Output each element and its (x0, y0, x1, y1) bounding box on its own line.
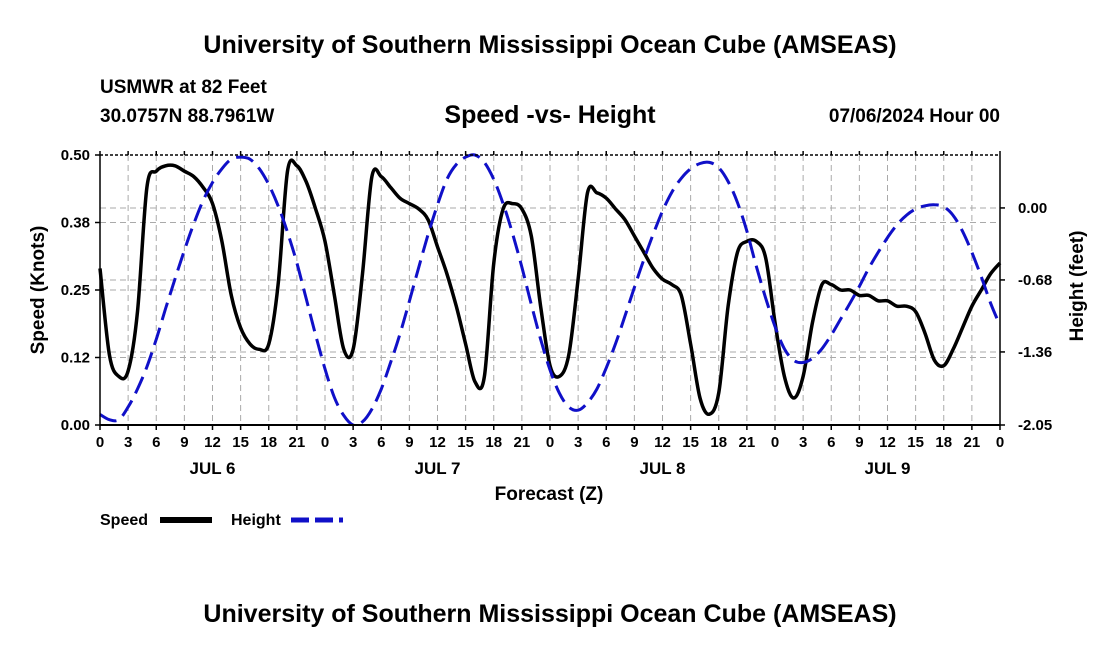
station-coordinates: 30.0757N 88.7961W (100, 106, 275, 127)
x-tick-label: 0 (96, 434, 104, 451)
footer-title: University of Southern Mississippi Ocean… (203, 600, 897, 628)
x-tick-label: 3 (799, 434, 807, 451)
x-tick-label: 12 (879, 434, 896, 451)
x-tick-label: 0 (321, 434, 329, 451)
speed-series-line (98, 158, 1002, 416)
y-tick-label: 0.25 (61, 282, 90, 299)
forecast-datetime: 07/06/2024 Hour 00 (828, 106, 1000, 127)
x-tick-label: 18 (485, 434, 502, 451)
chart-series (98, 153, 1002, 427)
x-tick-label: 0 (546, 434, 554, 451)
station-label: USMWR at 82 Feet (100, 77, 267, 98)
y-tick-label: 0.00 (61, 417, 90, 434)
x-tick-label: 6 (602, 434, 610, 451)
x-tick-label: 18 (260, 434, 277, 451)
x-tick-label: 9 (405, 434, 413, 451)
x-tick-label: 0 (996, 434, 1004, 451)
y-tick-label: 0.12 (61, 350, 90, 367)
x-tick-label: 0 (771, 434, 779, 451)
x-tick-label: 21 (739, 434, 756, 451)
x-tick-label: 15 (457, 434, 474, 451)
x-tick-label: 15 (232, 434, 249, 451)
x-tick-label: 6 (152, 434, 160, 451)
chart-legend: Speed Height (100, 512, 343, 529)
day-label: JUL 9 (865, 459, 911, 478)
x-tick-label: 9 (855, 434, 863, 451)
x-tick-label: 6 (377, 434, 385, 451)
y-axis-title: Speed (Knots) (28, 226, 49, 355)
y2-tick-label: -2.05 (1018, 417, 1052, 434)
x-tick-label: 21 (964, 434, 981, 451)
x-tick-label: 18 (935, 434, 952, 451)
y2-tick-label: 0.00 (1018, 200, 1047, 217)
day-label: JUL 8 (640, 459, 686, 478)
x-tick-label: 9 (630, 434, 638, 451)
height-series-line (99, 153, 1002, 427)
x-tick-label: 12 (429, 434, 446, 451)
y2-tick-label: -1.36 (1018, 344, 1052, 361)
chart-axes: Forecast (Z) Speed (Knots) Height (feet)… (28, 147, 1088, 505)
x-tick-label: 18 (710, 434, 727, 451)
x-tick-label: 15 (682, 434, 699, 451)
x-tick-label: 21 (514, 434, 531, 451)
chart-main-title: University of Southern Mississippi Ocean… (203, 31, 897, 59)
legend-speed-label: Speed (100, 512, 148, 529)
x-axis-title: Forecast (Z) (495, 484, 604, 505)
x-tick-label: 9 (180, 434, 188, 451)
y2-axis-title: Height (feet) (1067, 231, 1088, 342)
day-label: JUL 6 (190, 459, 236, 478)
chart-grid (100, 155, 1000, 426)
y-tick-label: 0.38 (61, 215, 90, 232)
x-tick-label: 3 (349, 434, 357, 451)
x-tick-label: 3 (574, 434, 582, 451)
x-tick-label: 3 (124, 434, 132, 451)
legend-height-label: Height (231, 512, 281, 529)
y-tick-label: 0.50 (61, 147, 90, 164)
chart-subtitle: Speed -vs- Height (444, 101, 656, 129)
x-tick-label: 15 (907, 434, 924, 451)
x-tick-label: 6 (827, 434, 835, 451)
x-tick-label: 12 (204, 434, 221, 451)
x-tick-label: 21 (289, 434, 306, 451)
day-label: JUL 7 (415, 459, 461, 478)
x-tick-label: 12 (654, 434, 671, 451)
y2-tick-label: -0.68 (1018, 272, 1052, 289)
